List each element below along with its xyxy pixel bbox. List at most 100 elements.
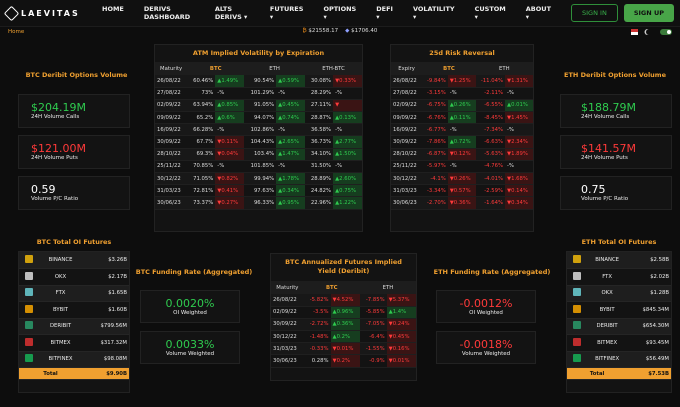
rr-value-cell: -4.01% [475, 172, 505, 186]
exchange-name: OKX [587, 285, 628, 302]
atm-header-eth[interactable]: ETH [244, 62, 306, 75]
yield-value-cell: -1.55% [359, 342, 387, 356]
nav-options[interactable]: OPTIONS ▾ [323, 5, 357, 21]
eth-pc-label: Volume P/C Ratio [581, 196, 629, 202]
price-ticker: ₿ $21558.17 ◆ $1706.40 [0, 28, 680, 34]
atm-value-cell: 36.58% [305, 123, 334, 137]
exchange-oi-value: $3.26B [82, 252, 129, 269]
rr-header-eth[interactable]: ETH [475, 62, 533, 75]
atm-value-cell: 73.37% [187, 196, 216, 210]
nav-volatility[interactable]: VOLATILITY ▾ [412, 5, 455, 21]
atm-value-cell: 99.94% [244, 172, 277, 186]
yield-value-cell: -7.85% [359, 294, 387, 307]
exchange-name: DERIBIT [39, 318, 83, 335]
eth-oi-title: ETH Total OI Futures [581, 238, 657, 246]
btc_oi-exchange-row[interactable]: BITMEX $317.32M [19, 334, 129, 352]
yield-header-eth[interactable]: ETH [359, 281, 416, 294]
eth_oi-exchange-row[interactable]: DERIBIT $654.30M [567, 318, 671, 335]
atm-value-cell: 66.28% [187, 123, 216, 137]
exchange-oi-value: $2.58B [627, 252, 671, 269]
btc-calls-value: $204.19M [31, 101, 86, 114]
eth_oi-exchange-row[interactable]: BITFINEX $56.49M [567, 351, 671, 368]
binance-icon [567, 252, 587, 269]
rr-change-cell: ▼0.36% [447, 196, 476, 210]
rr-row: 16/09/22 -6.77% -% -7.34% -% [391, 123, 533, 137]
sign-in-button[interactable]: SIGN IN [571, 4, 618, 22]
rr-change-cell: -% [447, 87, 476, 100]
nav-alts-derivs[interactable]: ALTS DERIVS ▾ [214, 5, 248, 21]
atm-change-cell: -% [333, 87, 362, 100]
atm-change-cell: -% [215, 160, 245, 174]
yield-value-cell: -1.48% [303, 330, 331, 344]
atm-change-cell: ▼0.41% [215, 184, 245, 198]
atm-change-cell: -% [215, 123, 245, 137]
btc_oi-exchange-row[interactable]: DERIBIT $799.56M [19, 318, 129, 335]
eth-funding-oi-label: OI Weighted [469, 310, 503, 316]
btc_oi-exchange-row[interactable]: BYBIT $1.60B [19, 301, 129, 319]
sub-controls [631, 29, 672, 35]
rr-value-cell: -4.1% [422, 172, 448, 186]
rr-header-expiry[interactable]: Expiry [391, 62, 423, 75]
eth_oi-exchange-row[interactable]: BYBIT $845.34M [567, 301, 671, 319]
atm-header-maturity[interactable]: Maturity [155, 62, 188, 75]
nav-about[interactable]: ABOUT ▾ [525, 5, 552, 21]
btc_oi-exchange-row[interactable]: FTX $1.65B [19, 285, 129, 302]
eth-funding-title: ETH Funding Rate (Aggregated) [433, 268, 551, 276]
yield-header-maturity[interactable]: Maturity [271, 281, 304, 294]
rr-value-cell: -2.70% [422, 196, 448, 210]
yield-header-btc[interactable]: BTC [303, 281, 360, 294]
nav-defi[interactable]: DEFI ▾ [376, 5, 393, 21]
btc-calls-label: 24H Volume Calls [31, 114, 80, 120]
rr-value-cell: -3.34% [422, 184, 448, 198]
nav-home[interactable]: HOME [102, 5, 124, 13]
eth-calls-value: $188.79M [581, 101, 636, 114]
theme-toggle[interactable] [660, 29, 672, 35]
atm-value-cell: 36.73% [305, 135, 334, 149]
logo[interactable]: LAEVITAS [3, 5, 100, 21]
yield-title: BTC Annualized Futures Implied Yield (De… [285, 258, 402, 275]
btc_oi-exchange-row[interactable]: OKX $2.17B [19, 268, 129, 286]
atm-header-ethbtc[interactable]: ETH-BTC [305, 62, 362, 75]
eth-calls-label: 24H Volume Calls [581, 114, 630, 120]
eth_oi-exchange-row[interactable]: BITMEX $93.45M [567, 334, 671, 352]
rr-change-cell: ▼0.26% [447, 172, 476, 186]
rr-row: 25/11/22 -5.97% -% -4.76% -% [391, 160, 533, 174]
eth-calls-card: $188.79M 24H Volume Calls [560, 94, 672, 128]
atm-header-btc[interactable]: BTC [187, 62, 245, 75]
flag-icon[interactable] [631, 29, 638, 35]
atm-row: 30/09/22 67.7% ▼0.11% 104.43% ▲2.65% 36.73% ▲2… [155, 135, 362, 149]
atm-maturity-cell: 09/09/22 [155, 111, 188, 125]
rr-change-cell: ▼1.45% [505, 111, 533, 125]
rr-value-cell: -3.15% [422, 87, 448, 100]
atm-value-cell: 90.54% [244, 75, 277, 88]
rr-header-btc[interactable]: BTC [422, 62, 476, 75]
atm-change-cell: ▲1.49% [215, 75, 245, 88]
eth-oi-panel: BINANCE $2.58B FTX $2.02B OKX $1.28B BYBIT $845… [566, 251, 672, 393]
rr-maturity-cell: 02/09/22 [391, 99, 423, 113]
btc_oi-exchange-row[interactable]: BINANCE $3.26B [19, 252, 129, 269]
nav-custom[interactable]: CUSTOM ▾ [474, 5, 506, 21]
atm-maturity-cell: 16/09/22 [155, 123, 188, 137]
risk-reversal-panel: 25d Risk Reversal Expiry BTC ETH 26/08/2… [390, 44, 534, 232]
nav-derivs-dashboard[interactable]: DERIVS DASHBOARD [143, 5, 191, 21]
breadcrumb-home[interactable]: Home [8, 29, 25, 35]
yield-change-cell: ▼0.01% [386, 354, 416, 368]
eth_oi-exchange-row[interactable]: BINANCE $2.58B [567, 252, 671, 269]
atm-value-cell: 73% [187, 87, 216, 100]
exchange-oi-value: $56.49M [627, 351, 671, 368]
sign-up-button[interactable]: SIGN UP [623, 4, 674, 22]
eth_oi-exchange-row[interactable]: FTX $2.02B [567, 268, 671, 286]
eth_oi-exchange-row[interactable]: OKX $1.28B [567, 285, 671, 302]
eth-oi-total-value: $7.53B [627, 367, 671, 380]
btc_oi-exchange-row[interactable]: BITFINEX $98.08M [19, 351, 129, 368]
rr-value-cell: -11.04% [475, 75, 505, 88]
atm-change-cell: ▲2.77% [333, 135, 362, 149]
eth-pc-value: 0.75 [581, 183, 606, 196]
yield-maturity-cell: 26/08/22 [271, 294, 304, 307]
atm-row: 30/12/22 71.05% ▼0.82% 99.94% ▲1.78% 28.89% ▲2… [155, 172, 362, 186]
exchange-name: FTX [39, 285, 83, 302]
exchange-oi-value: $845.34M [627, 301, 671, 319]
atm-change-cell: ▲0.34% [276, 184, 306, 198]
bitmex-icon [19, 334, 39, 352]
nav-futures[interactable]: FUTURES ▾ [269, 5, 304, 21]
